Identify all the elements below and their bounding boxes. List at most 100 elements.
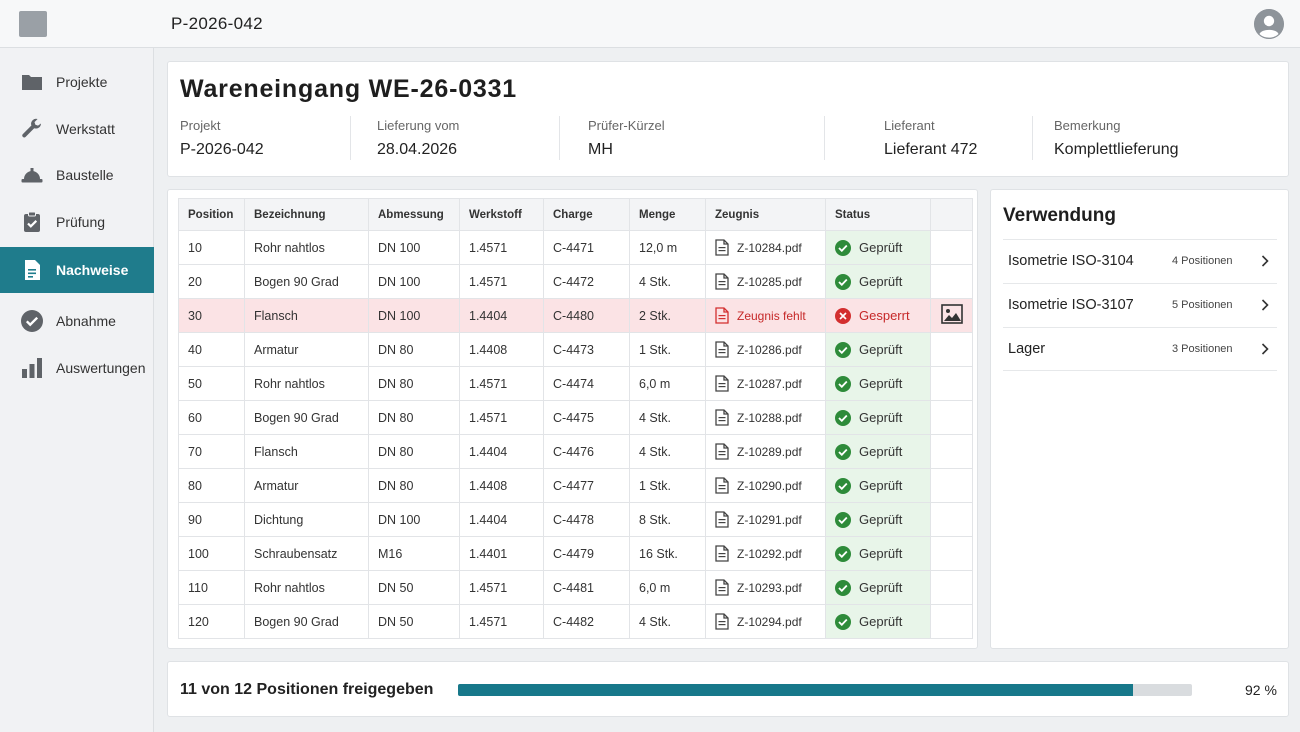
usage-item[interactable]: Isometrie ISO-3107 5 Positionen — [1003, 283, 1277, 327]
usage-panel: Verwendung Isometrie ISO-3104 4 Position… — [990, 189, 1289, 649]
cell-status: Geprüft — [825, 400, 931, 435]
check-icon — [835, 375, 851, 392]
table-row[interactable]: 100 Schraubensatz M16 1.4401 C-4479 16 Stk. Z-… — [178, 536, 973, 571]
cell-charge: C-4475 — [543, 400, 630, 435]
usage-item[interactable]: Lager 3 Positionen — [1003, 327, 1277, 371]
status-label: Geprüft — [859, 410, 903, 425]
cell-abmessung: DN 100 — [368, 502, 460, 537]
cell-abmessung: DN 80 — [368, 332, 460, 367]
table-row[interactable]: 70 Flansch DN 80 1.4404 C-4476 4 Stk. Z-10289.… — [178, 434, 973, 469]
column-header-status[interactable]: Status — [825, 198, 931, 231]
cell-zeugnis[interactable]: Z-10289.pdf — [705, 434, 826, 469]
check-icon — [835, 545, 851, 562]
cell-position: 20 — [178, 264, 245, 299]
column-header-position[interactable]: Position — [178, 198, 245, 231]
table-row[interactable]: 20 Bogen 90 Grad DN 100 1.4571 C-4472 4 Stk. Z… — [178, 264, 973, 299]
cell-abmessung: DN 80 — [368, 400, 460, 435]
table-row[interactable]: 120 Bogen 90 Grad DN 50 1.4571 C-4482 4 Stk. Z… — [178, 604, 973, 639]
cell-zeugnis[interactable]: Z-10290.pdf — [705, 468, 826, 503]
column-header-charge[interactable]: Charge — [543, 198, 630, 231]
cell-zeugnis[interactable]: Z-10287.pdf — [705, 366, 826, 401]
cell-werkstoff: 1.4571 — [459, 366, 544, 401]
usage-item-name: Lager — [1008, 341, 1046, 357]
cell-zeugnis[interactable]: Z-10288.pdf — [705, 400, 826, 435]
meta-lieferung: Lieferung vom 28.04.2026 — [377, 118, 459, 159]
sidebar-item-auswertungen[interactable]: Auswertungen — [0, 345, 154, 391]
sidebar-item-projekte[interactable]: Projekte — [0, 59, 154, 105]
pdf-document-icon — [715, 375, 729, 392]
cell-zeugnis[interactable]: Z-10286.pdf — [705, 332, 826, 367]
status-label: Gesperrt — [859, 308, 910, 323]
cell-charge: C-4474 — [543, 366, 630, 401]
pdf-document-icon — [715, 613, 729, 630]
cell-image[interactable] — [930, 298, 973, 333]
cell-menge: 16 Stk. — [629, 536, 706, 571]
column-header-abmessung[interactable]: Abmessung — [368, 198, 460, 231]
cell-status: Geprüft — [825, 366, 931, 401]
sidebar-item-werkstatt[interactable]: Werkstatt — [0, 106, 154, 152]
meta-value: MH — [588, 141, 613, 158]
cell-abmessung: DN 50 — [368, 604, 460, 639]
table-row[interactable]: 30 Flansch DN 100 1.4404 C-4480 2 Stk. Zeugnis… — [178, 298, 973, 333]
status-label: Geprüft — [859, 614, 903, 629]
cell-werkstoff: 1.4401 — [459, 536, 544, 571]
cell-image — [930, 434, 973, 469]
column-header-bezeichnung[interactable]: Bezeichnung — [244, 198, 369, 231]
column-header-zeugnis[interactable]: Zeugnis — [705, 198, 826, 231]
table-row[interactable]: 50 Rohr nahtlos DN 80 1.4571 C-4474 6,0 m Z-10… — [178, 366, 973, 401]
cell-zeugnis[interactable]: Z-10284.pdf — [705, 230, 826, 265]
cell-zeugnis[interactable]: Z-10293.pdf — [705, 570, 826, 605]
cell-zeugnis[interactable]: Z-10291.pdf — [705, 502, 826, 537]
cell-bezeichnung: Rohr nahtlos — [244, 366, 369, 401]
table-row[interactable]: 40 Armatur DN 80 1.4408 C-4473 1 Stk. Z-10286.… — [178, 332, 973, 367]
table-row[interactable]: 90 Dichtung DN 100 1.4404 C-4478 8 Stk. Z-1029… — [178, 502, 973, 537]
column-header-werkstoff[interactable]: Werkstoff — [459, 198, 544, 231]
app-logo[interactable] — [19, 11, 47, 37]
table-row[interactable]: 10 Rohr nahtlos DN 100 1.4571 C-4471 12,0 m Z-… — [178, 230, 973, 265]
pdf-document-icon — [715, 239, 729, 256]
meta-label: Prüfer-Kürzel — [588, 118, 665, 133]
cell-position: 100 — [178, 536, 245, 571]
sidebar-item-nachweise[interactable]: Nachweise — [0, 247, 154, 293]
status-label: Geprüft — [859, 512, 903, 527]
meta-bemerkung: Bemerkung Komplettlieferung — [1054, 118, 1179, 159]
sidebar-item-baustelle[interactable]: Baustelle — [0, 152, 154, 198]
cell-status: Geprüft — [825, 604, 931, 639]
zeugnis-label: Z-10289.pdf — [737, 444, 802, 459]
sidebar-item-label: Werkstatt — [56, 121, 115, 137]
status-label: Geprüft — [859, 376, 903, 391]
zeugnis-label: Z-10287.pdf — [737, 376, 802, 391]
user-avatar-icon[interactable] — [1254, 9, 1284, 39]
table-row[interactable]: 80 Armatur DN 80 1.4408 C-4477 1 Stk. Z-10290.… — [178, 468, 973, 503]
cell-image — [930, 366, 973, 401]
cell-werkstoff: 1.4571 — [459, 570, 544, 605]
sidebar-item-pruefung[interactable]: Prüfung — [0, 199, 154, 245]
release-summary-text: 11 von 12 Positionen freigegeben — [180, 681, 434, 698]
image-icon[interactable] — [940, 304, 963, 324]
cell-position: 90 — [178, 502, 245, 537]
table-row[interactable]: 60 Bogen 90 Grad DN 80 1.4571 C-4475 4 Stk. Z-… — [178, 400, 973, 435]
cell-zeugnis[interactable]: Z-10285.pdf — [705, 264, 826, 299]
cell-charge: C-4480 — [543, 298, 630, 333]
usage-item[interactable]: Isometrie ISO-3104 4 Positionen — [1003, 239, 1277, 283]
column-header-menge[interactable]: Menge — [629, 198, 706, 231]
check-icon — [835, 239, 851, 256]
cell-menge: 4 Stk. — [629, 400, 706, 435]
cell-position: 60 — [178, 400, 245, 435]
cell-zeugnis[interactable]: Z-10294.pdf — [705, 604, 826, 639]
release-percent: 92 % — [1245, 682, 1277, 698]
usage-item-count: 4 Positionen — [1172, 255, 1233, 267]
cell-bezeichnung: Schraubensatz — [244, 536, 369, 571]
cell-image — [930, 264, 973, 299]
cell-zeugnis[interactable]: Zeugnis fehlt — [705, 298, 826, 333]
zeugnis-label: Z-10288.pdf — [737, 410, 802, 425]
sidebar-item-abnahme[interactable]: Abnahme — [0, 298, 154, 344]
table-row[interactable]: 110 Rohr nahtlos DN 50 1.4571 C-4481 6,0 m Z-1… — [178, 570, 973, 605]
cell-bezeichnung: Bogen 90 Grad — [244, 604, 369, 639]
cell-menge: 1 Stk. — [629, 332, 706, 367]
positions-table: Position Bezeichnung Abmessung Werkstoff… — [178, 198, 973, 639]
cell-bezeichnung: Dichtung — [244, 502, 369, 537]
pdf-document-icon — [715, 545, 729, 562]
cell-zeugnis[interactable]: Z-10292.pdf — [705, 536, 826, 571]
cell-werkstoff: 1.4408 — [459, 468, 544, 503]
